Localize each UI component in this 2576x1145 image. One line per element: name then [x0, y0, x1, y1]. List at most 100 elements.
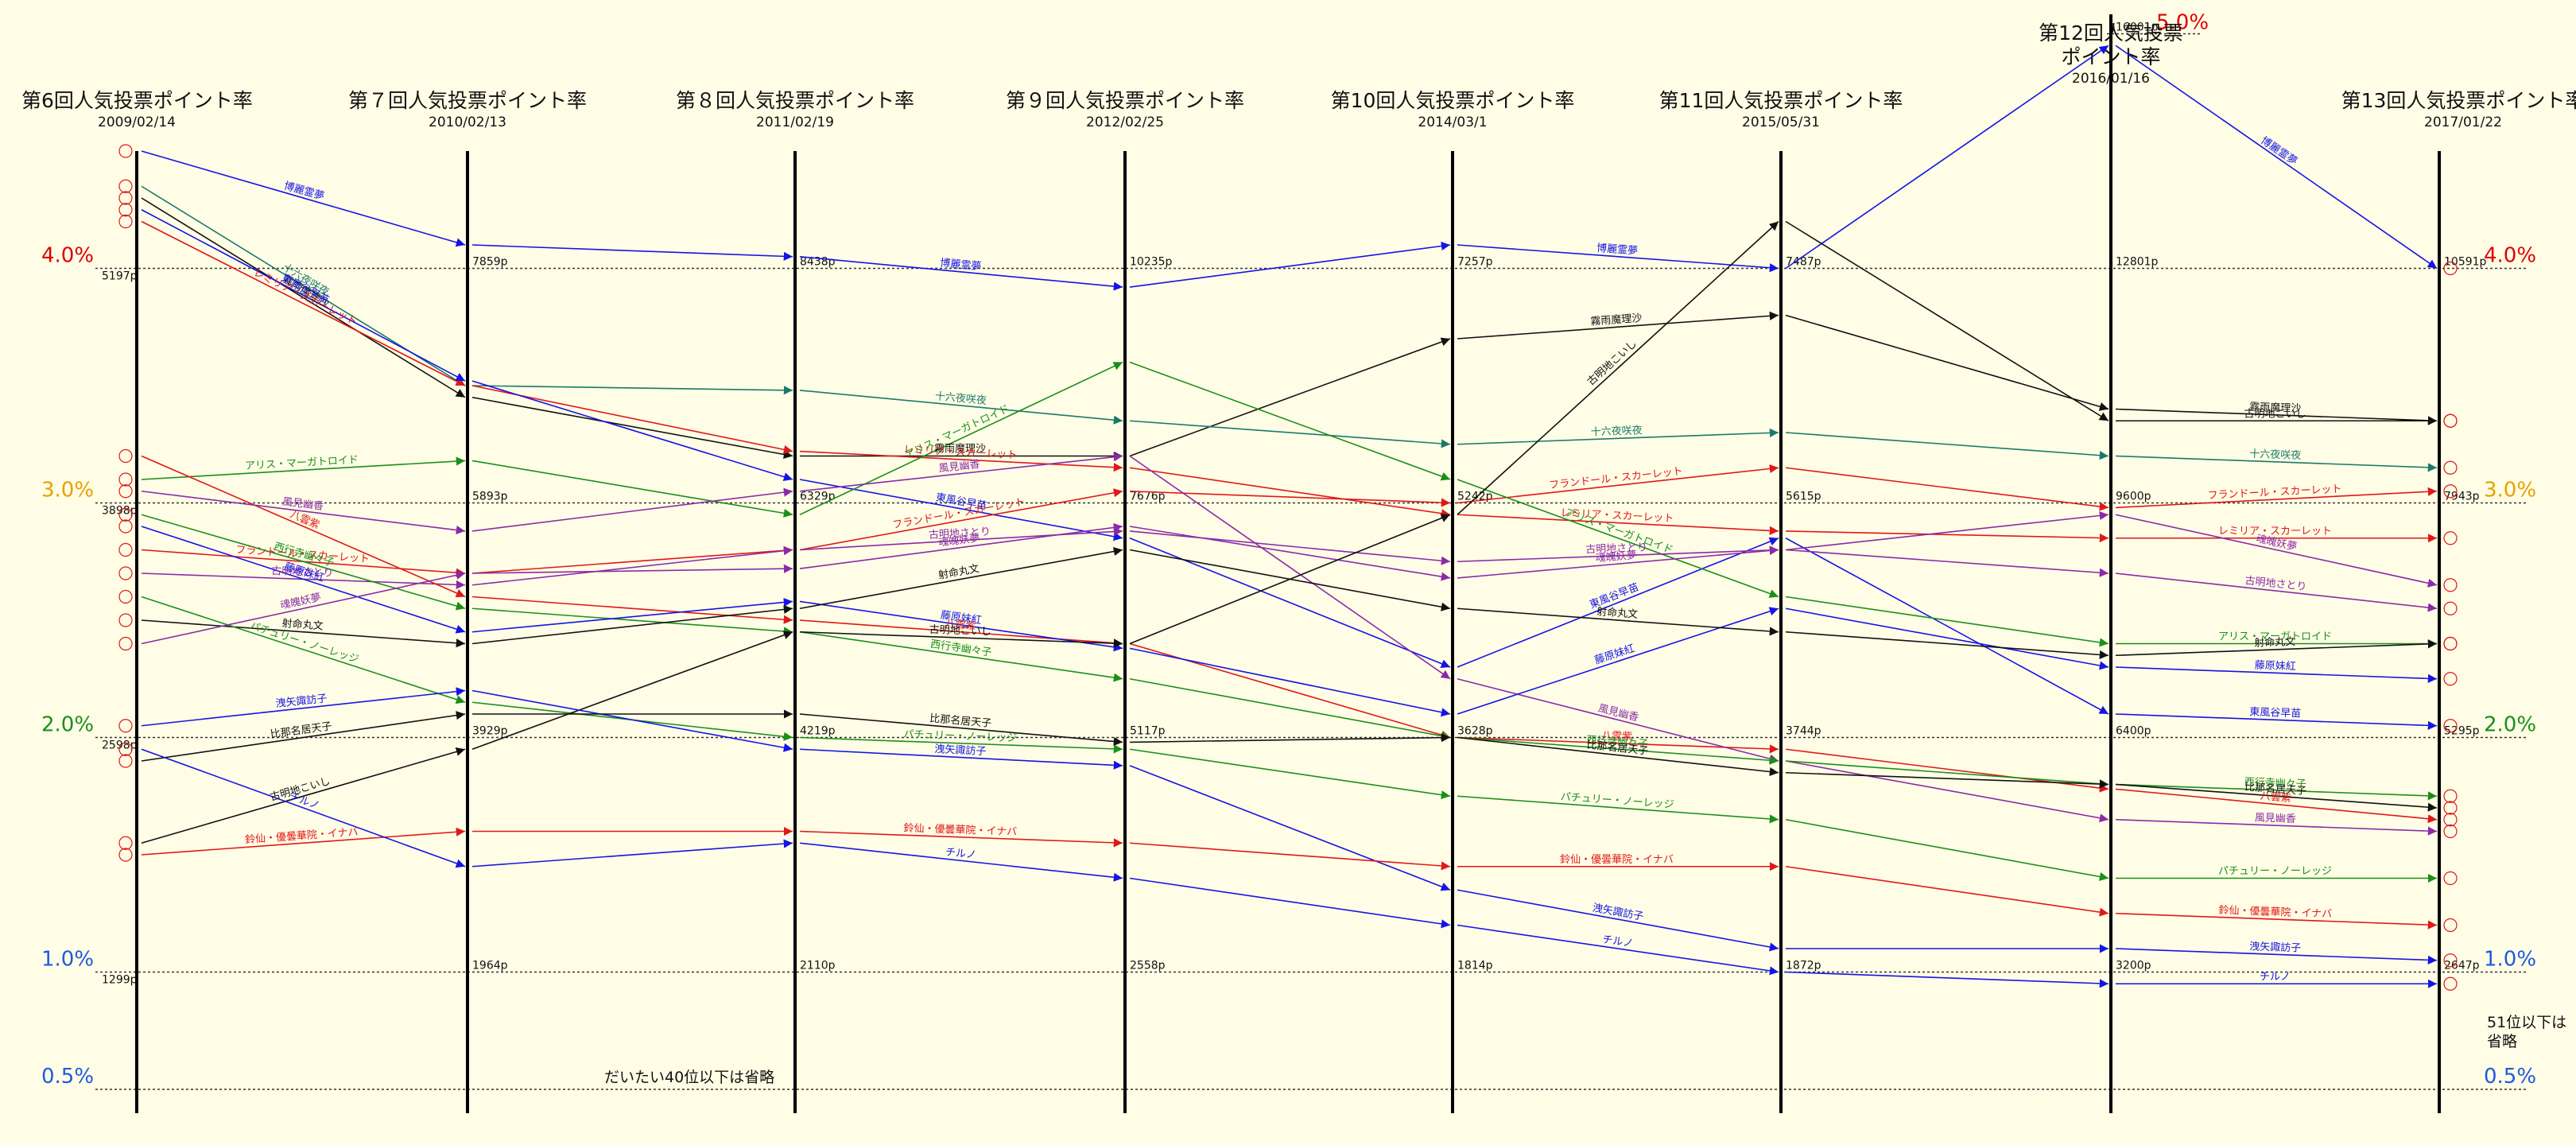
series-segment: [1457, 479, 1779, 598]
series-label: 鈴仙・優曇華院・イナバ: [2218, 905, 2332, 921]
series-segment: [1785, 549, 2109, 577]
gridline-point-count: 7943p: [2444, 491, 2480, 503]
series-segment: [1785, 510, 2109, 551]
series-segment: [1785, 760, 2109, 789]
series-segment: [799, 526, 1123, 551]
rank-marker: [2443, 813, 2458, 827]
rank-marker: [118, 719, 133, 733]
series-segment: [799, 361, 1123, 515]
series-segment: [141, 747, 466, 844]
rank-marker: [2443, 672, 2458, 686]
series-segment: [1785, 607, 2109, 670]
series-segment: [1457, 464, 1779, 504]
series-segment: [141, 150, 466, 247]
series-segment: [799, 522, 1123, 569]
series-segment: [1129, 455, 1451, 680]
y-tick-label-right: 2.0%: [2484, 713, 2536, 737]
series-segment: [471, 385, 793, 454]
series-segment: [2115, 912, 2438, 930]
series-segment: [1457, 795, 1779, 824]
y-tick-label-right: 1.0%: [2484, 948, 2536, 972]
series-segment: [2115, 783, 2438, 801]
series-label: 洩矢諏訪子: [934, 743, 987, 758]
series-segment: [799, 631, 1123, 648]
series-label: 魂魄妖夢: [1595, 549, 1637, 565]
series-segment: [799, 255, 1123, 291]
gridline-point-count: 7859p: [472, 256, 508, 269]
series-segment: [471, 396, 793, 459]
gridline-point-count: 3200p: [2116, 960, 2151, 972]
series-label: 十六夜咲夜: [934, 390, 987, 407]
series-label: チルノ: [1601, 933, 1634, 949]
series-segment: [2115, 514, 2438, 588]
gridline-point-count: 1964p: [472, 960, 508, 972]
series-label: 博麗霊夢: [940, 258, 982, 274]
series-label: 東風谷早苗: [2249, 705, 2302, 720]
rank-marker: [118, 472, 133, 487]
series-label: レミリア・スカーレット: [1560, 507, 1674, 525]
column-title: 第10回人気投票ポイント率: [1331, 89, 1575, 112]
series-segment: [1785, 538, 2109, 715]
series-label: 古明地こいし: [1585, 338, 1639, 388]
gridline-point-count: 10235p: [1130, 256, 1173, 269]
series-segment: [799, 748, 1123, 770]
series-segment: [471, 487, 793, 532]
rank-marker: [118, 144, 133, 158]
series-label: 博麗霊夢: [1596, 243, 1639, 258]
series-segment: [1457, 428, 1779, 445]
series-segment: [1785, 771, 2109, 789]
series-segment: [141, 209, 466, 382]
series-segment: [141, 687, 466, 727]
series-label: 射命丸文: [281, 617, 324, 633]
series-segment: [1785, 631, 2109, 660]
rank-marker: [2443, 918, 2458, 933]
series-segment: [141, 514, 466, 611]
series-segment: [1457, 889, 1779, 952]
gridline-point-count: 2110p: [800, 960, 836, 972]
series-segment: [1785, 596, 2109, 647]
series-segment: [1129, 241, 1451, 288]
series-segment: [1785, 865, 2109, 917]
column-title: 第９回人気投票ポイント率: [1006, 89, 1244, 112]
series-segment: [1457, 736, 1779, 777]
series-label: 八雲紫: [2260, 790, 2291, 805]
gridline-point-count: 10591p: [2444, 256, 2487, 269]
series-segment: [471, 607, 793, 636]
omission-note-right: 51位以下は 省略: [2487, 1014, 2567, 1050]
series-segment: [799, 736, 1123, 754]
series-segment: [1129, 677, 1451, 740]
y-tick-label-left: 0.5%: [41, 1065, 94, 1089]
rank-marker: [118, 742, 133, 756]
gridline-point-count: 6329p: [800, 491, 836, 503]
series-label: 比那名居天子: [929, 712, 992, 730]
series-label: 西行寺幽々子: [2244, 777, 2306, 791]
series-label: パチュリー・ノーレッジ: [2218, 866, 2332, 878]
series-label: 比那名居天子: [2244, 781, 2307, 798]
gridline-point-count: 5615p: [1786, 491, 1821, 503]
series-label: アリス・マーガトロイド: [2218, 631, 2332, 643]
series-segment: [1129, 467, 1451, 518]
rank-marker: [118, 613, 133, 627]
series-label: 洩矢諏訪子: [275, 692, 328, 710]
series-label: 霧雨魔理沙: [2249, 402, 2301, 415]
rank-marker: [2443, 601, 2458, 615]
series-segment: [2115, 455, 2438, 472]
gridline-point-count: 3929p: [472, 725, 508, 738]
rank-marker: [2443, 636, 2458, 651]
series-segment: [1129, 514, 1451, 645]
series-label: 十六夜咲夜: [2249, 448, 2302, 462]
gridline-point-count: 7257p: [1457, 256, 1493, 269]
series-segment: [1129, 490, 1451, 507]
rank-marker: [118, 589, 133, 604]
series-segment: [1457, 545, 1779, 579]
y-tick-label-left: 1.0%: [41, 948, 94, 972]
series-label: 風見幽香: [2255, 812, 2297, 825]
series-label: 八雲紫: [288, 509, 321, 532]
series-segment: [1785, 220, 2109, 421]
series-segment: [471, 460, 793, 518]
series-segment: [799, 600, 1123, 652]
y-tick-label: 5.0%: [2156, 11, 2209, 35]
series-label: チルノ: [2260, 971, 2291, 983]
series-label: 魂魄妖夢: [938, 531, 981, 549]
